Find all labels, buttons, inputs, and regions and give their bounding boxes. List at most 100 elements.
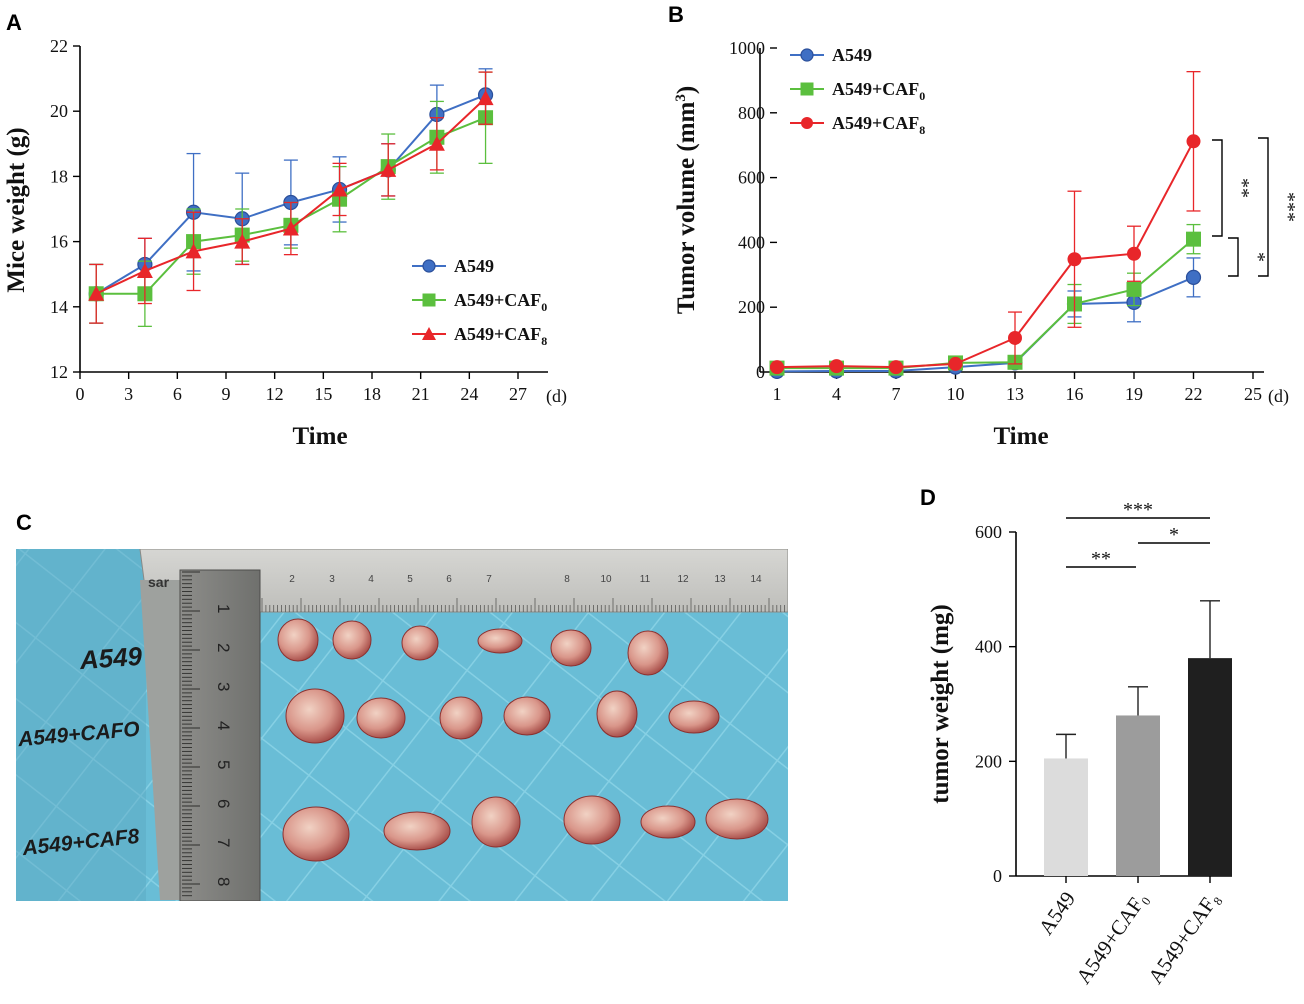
y-tick-label-0: 0 [756,362,765,382]
d-x-tick-label-2: A549+CAF₈ [1143,887,1224,988]
tumor-0-4 [550,629,592,667]
series-line-2 [776,140,1195,369]
data-point-2-4 [282,220,299,236]
ruler-v-number-6: 7 [214,838,233,847]
ruler-horizontal-ticks: 2 3 4 5 6 7 8 10 11 12 13 14 [261,574,785,612]
legend-marker-0 [422,259,436,273]
ruler-v-number-1: 2 [214,643,233,652]
y-tick-label-2: 16 [50,232,68,252]
y-tick-label-3: 600 [738,168,765,188]
chart-a-series [88,68,494,328]
y-tick-label-0: 12 [50,362,68,382]
y-tick-label-4: 20 [50,101,68,121]
data-point-2-3 [234,233,251,249]
ruler-brand: sar [148,574,170,590]
ruler-v-number-5: 6 [214,799,233,808]
legend-label-sub-1: 0 [541,300,547,314]
tumor-2-1 [383,811,451,851]
chart-a-x-unit: (d) [546,386,567,407]
chart-d-sig-single: * [1169,524,1179,546]
tumor-1-0 [285,688,345,744]
series-2 [770,71,1201,375]
legend-marker-1 [422,293,436,307]
d-y-tick-label-2: 400 [975,637,1002,657]
bar-1 [1116,715,1160,876]
x-tick-label-1: 3 [124,384,133,404]
legend-label-sub-2: 8 [919,123,925,137]
pad-shadow [16,549,146,901]
ruler-corner-shadow [140,580,180,900]
chart-d-sig-triple: *** [1123,499,1153,521]
legend-item-2: A549+CAF8 [412,324,547,348]
x-tick-label-0: 0 [76,384,85,404]
data-point-2-5 [331,181,348,197]
chart-b-y-title: Tumor volume (mm3) [673,86,700,314]
chart-d-ticks: 0 200 400 600 [975,522,1016,886]
tumor-2-2 [471,796,521,848]
data-point-2-0 [770,360,784,375]
chart-b-ticks: 1 4 7 10 13 16 19 22 25 0 200 400 600 800 1000 [729,38,1262,404]
tumor-0-1 [332,620,372,660]
chart-b-x-title: Time [993,423,1048,450]
data-point-2-8 [477,90,494,106]
ruler-v-number-4: 5 [214,760,233,769]
photo-label-a549: A549 [78,641,144,675]
bar-0 [1044,758,1088,876]
ruler-h-number-10: 13 [714,574,726,585]
d-x-tick-label-1: A549+CAF₀ [1071,887,1152,988]
tumor-2-5 [705,798,769,840]
legend-label-sub-1: 0 [919,89,925,103]
y-tick-label-3: 18 [50,166,68,186]
chart-a-x-title: Time [292,423,347,450]
tumor-0-0 [277,618,319,662]
x-tick-label-7: 21 [412,384,430,404]
legend-label-main-0: A549 [454,256,494,276]
chart-b-y-title-main: Tumor volume (mm [673,101,700,314]
legend-marker-2 [801,117,813,129]
x-tick-label-0: 1 [773,384,782,404]
data-point-1-6 [1126,281,1142,297]
chart-a-y-title: Mice weight (g) [3,127,30,292]
legend-item-1: A549+CAF0 [412,290,547,314]
tumor-2-4 [640,805,696,839]
chart-b-sig-triple: *** [1277,192,1299,222]
y-tick-label-4: 800 [738,103,765,123]
tumor-0-5 [627,630,669,676]
data-point-2-1 [829,359,844,374]
tumor-2-0 [282,806,350,862]
chart-a-ticks: 0 3 6 9 12 15 18 21 24 27 12 14 16 18 20 22 [50,36,527,404]
x-tick-label-2: 6 [173,384,182,404]
tumor-1-1 [356,697,406,739]
tumor-2-3 [563,795,621,845]
x-tick-label-1: 4 [832,384,841,404]
y-tick-label-5: 1000 [729,38,765,58]
series-line-0 [776,276,1194,373]
ruler-h-number-9: 12 [677,574,689,585]
chart-d-sig-double: ** [1091,548,1111,570]
tumor-1-3 [503,696,551,736]
series-0 [88,68,494,324]
chart-b-y-title-sup: 3 [673,94,689,102]
legend-marker-2 [422,327,436,340]
ruler-v-number-2: 3 [214,682,233,691]
ruler-vertical-ticks: 1 2 3 4 5 6 7 8 [182,571,233,897]
legend-label-main-2: A549+CAF [832,113,919,133]
ruler-vertical [179,569,261,901]
chart-b-y-title-end: ) [673,86,700,94]
ruler-v-number-3: 4 [214,721,233,730]
data-point-2-6 [380,161,397,177]
legend-marker-1 [800,82,814,96]
panel-letter-d: D [920,485,936,510]
x-tick-label-5: 15 [314,384,332,404]
y-tick-label-1: 200 [738,297,765,317]
legend-item-0: A549 [790,45,872,65]
legend-item-0: A549 [412,256,494,276]
y-tick-label-2: 400 [738,232,765,252]
legend-label-0: A549 [454,256,494,276]
data-point-2-7 [428,135,445,151]
tumor-specimens [277,618,769,862]
tumor-1-2 [439,696,483,740]
y-tick-label-5: 22 [50,36,68,56]
y-tick-label-1: 14 [50,297,68,317]
